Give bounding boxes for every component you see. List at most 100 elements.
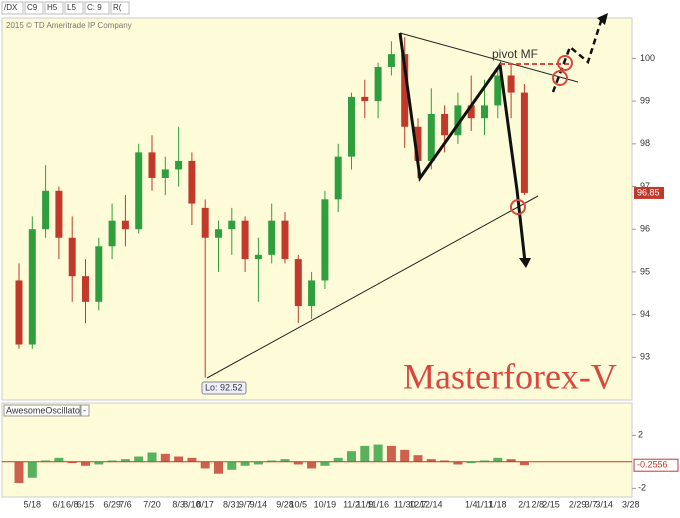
y-tick-label: 95 [640, 266, 650, 276]
x-tick-label: 11/9 [356, 499, 373, 509]
candle-body [387, 54, 395, 67]
oscillator-bar [227, 461, 237, 470]
y-tick-label: 93 [640, 352, 650, 362]
candle-body [108, 220, 116, 247]
oscillator-bar [41, 460, 51, 462]
candle-body [268, 220, 276, 255]
collapse-label[interactable]: - [83, 405, 86, 415]
oscillator-bar [307, 461, 317, 469]
candle-body [427, 113, 435, 161]
x-tick-label: 2/8 [531, 499, 544, 509]
toolbar-button[interactable] [44, 1, 64, 15]
toolbar-label: L5 [67, 3, 76, 12]
oscillator-bar [27, 461, 37, 478]
x-tick-label: 2/29 [569, 499, 587, 509]
oscillator-bar [373, 444, 383, 462]
x-tick-label: 6/15 [77, 499, 95, 509]
candle-body [188, 160, 196, 204]
x-tick-label: 6/29 [103, 499, 121, 509]
candle-body [308, 280, 316, 307]
oscillator-bar [134, 456, 144, 462]
watermark: 2015 © TD Ameritrade IP Company [6, 21, 132, 30]
oscillator-bar [214, 461, 223, 474]
x-tick-label: 1/4 [465, 499, 478, 509]
toolbar-label: C: 9 [87, 3, 102, 12]
oscillator-panel [1, 402, 633, 498]
candle-body [68, 237, 76, 277]
candle-body [281, 220, 289, 260]
x-tick-label: 5/18 [24, 499, 42, 509]
oscillator-bar [493, 457, 503, 462]
x-tick-label: 8/10 [183, 499, 201, 509]
candle-body [161, 169, 169, 178]
x-tick-label: 12/14 [420, 499, 443, 509]
candle-body [414, 126, 422, 161]
oscillator-bar [147, 452, 157, 462]
y-tick-label: 96 [640, 224, 650, 234]
brand-label: Masterforex-V [403, 356, 617, 396]
oscillator-bar [160, 453, 170, 462]
candle-body [148, 152, 156, 178]
marker-circle [510, 199, 526, 215]
pivot-label: pivot MF [492, 47, 538, 61]
candle-body [481, 105, 488, 119]
oscillator-bar [174, 456, 184, 462]
oscillator-bar [466, 461, 476, 464]
price-panel [1, 17, 633, 401]
x-tick-label: 2/1 [518, 499, 531, 509]
oscillator-bar [293, 461, 303, 465]
oscillator-bar [506, 459, 516, 462]
marker-circle [552, 70, 568, 86]
oscillator-bar [480, 460, 489, 462]
indicator-box [3, 404, 81, 417]
candle-body [494, 75, 502, 106]
oscillator-bar [519, 461, 529, 466]
oscillator-bar [360, 445, 370, 462]
x-tick-label: 2/15 [542, 499, 560, 509]
candle-body [55, 190, 63, 238]
oscillator-bar [400, 449, 410, 462]
x-tick-label: 3/28 [622, 499, 640, 509]
toolbar-label: H5 [47, 3, 58, 12]
x-tick-label: 9/14 [250, 499, 268, 509]
x-tick-label: 6/8 [66, 499, 79, 509]
candle-body [215, 229, 222, 238]
oscillator-bar [453, 461, 463, 465]
oscillator-bar [413, 455, 423, 462]
y-tick-label: 100 [640, 53, 655, 63]
x-tick-label: 10/5 [290, 499, 308, 509]
x-tick-label: 8/31 [223, 499, 241, 509]
collapse-button[interactable] [80, 404, 90, 417]
arrow-head [519, 258, 531, 268]
candle-body [42, 190, 50, 230]
annotations: pivot MF Masterforex-V Lo: 92.52 2015 © … [3, 13, 617, 417]
arrow-head [597, 13, 608, 25]
toolbar-button[interactable] [1, 1, 24, 15]
x-tick-label: 12/7 [409, 499, 427, 509]
x-tick-label: 11/2 [343, 499, 360, 509]
oscillator-bar [14, 461, 24, 484]
toolbar-button[interactable] [84, 1, 110, 15]
candle-body [374, 66, 382, 102]
candle-body [401, 54, 409, 127]
candle-body [15, 280, 23, 345]
toolbar-button[interactable] [64, 1, 84, 15]
marker-circle [557, 55, 573, 71]
x-tick-label: 10/19 [314, 499, 337, 509]
candle-body [520, 92, 528, 193]
oscillator-bar [386, 445, 396, 462]
oscillator-bar [440, 460, 450, 462]
x-tick-label: 7/6 [119, 499, 132, 509]
x-tick-label: 11/30 [394, 499, 416, 509]
candle-body [254, 254, 262, 260]
x-tick-label: 9/7 [239, 499, 252, 509]
oscillator-bar [200, 461, 210, 469]
oscillator-bar [426, 459, 436, 462]
candle-body [241, 220, 249, 260]
candle-body [135, 152, 143, 230]
toolbar-button[interactable] [24, 1, 44, 15]
oscillator-bar [81, 461, 90, 466]
oscillator-bar [120, 459, 130, 462]
toolbar-button[interactable] [110, 1, 130, 15]
